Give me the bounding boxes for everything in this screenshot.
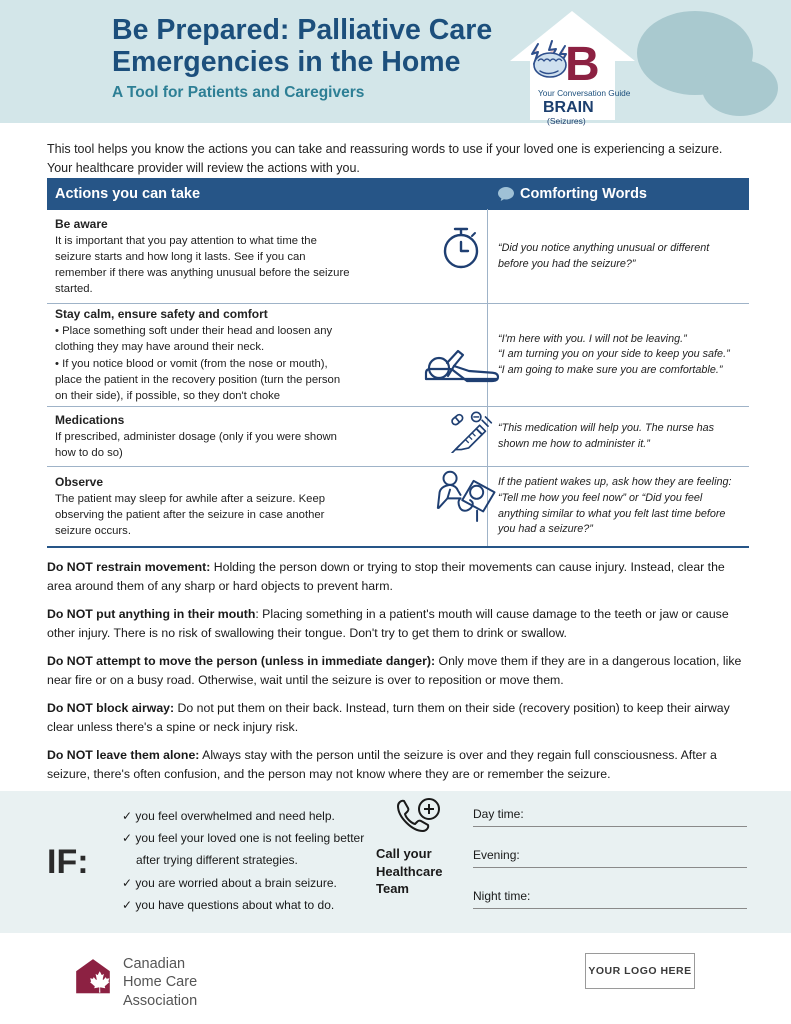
- svg-text:Your Conversation Guide: Your Conversation Guide: [538, 88, 631, 98]
- svg-text:(Seizures): (Seizures): [547, 116, 586, 126]
- svg-text:B: B: [565, 38, 600, 91]
- svg-text:BRAIN: BRAIN: [543, 99, 594, 116]
